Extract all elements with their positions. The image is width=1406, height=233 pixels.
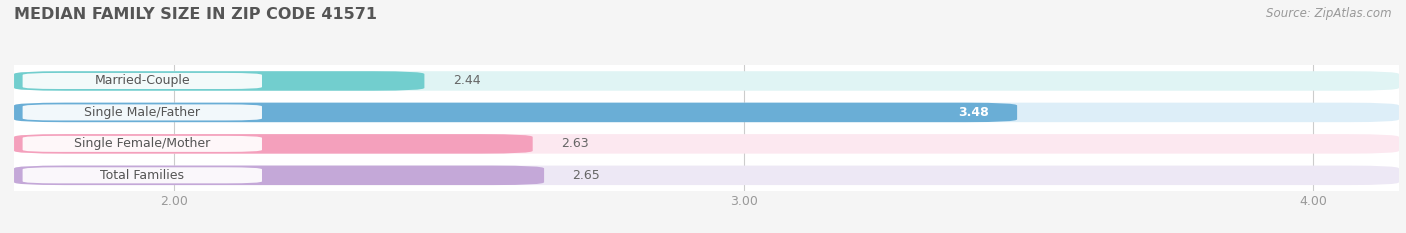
- FancyBboxPatch shape: [22, 73, 262, 89]
- FancyBboxPatch shape: [14, 166, 544, 185]
- FancyBboxPatch shape: [22, 167, 262, 183]
- FancyBboxPatch shape: [14, 134, 533, 154]
- FancyBboxPatch shape: [14, 134, 1399, 154]
- Text: Married-Couple: Married-Couple: [94, 75, 190, 87]
- FancyBboxPatch shape: [22, 136, 262, 152]
- Text: Source: ZipAtlas.com: Source: ZipAtlas.com: [1267, 7, 1392, 20]
- Text: Single Female/Mother: Single Female/Mother: [75, 137, 211, 150]
- Text: 3.48: 3.48: [957, 106, 988, 119]
- FancyBboxPatch shape: [14, 71, 1399, 91]
- Text: Total Families: Total Families: [100, 169, 184, 182]
- FancyBboxPatch shape: [14, 71, 425, 91]
- Text: Single Male/Father: Single Male/Father: [84, 106, 200, 119]
- Text: 2.65: 2.65: [572, 169, 600, 182]
- FancyBboxPatch shape: [14, 166, 1399, 185]
- FancyBboxPatch shape: [14, 103, 1017, 122]
- Text: MEDIAN FAMILY SIZE IN ZIP CODE 41571: MEDIAN FAMILY SIZE IN ZIP CODE 41571: [14, 7, 377, 22]
- Text: 2.44: 2.44: [453, 75, 481, 87]
- Text: 2.63: 2.63: [561, 137, 589, 150]
- FancyBboxPatch shape: [14, 103, 1399, 122]
- FancyBboxPatch shape: [22, 104, 262, 120]
